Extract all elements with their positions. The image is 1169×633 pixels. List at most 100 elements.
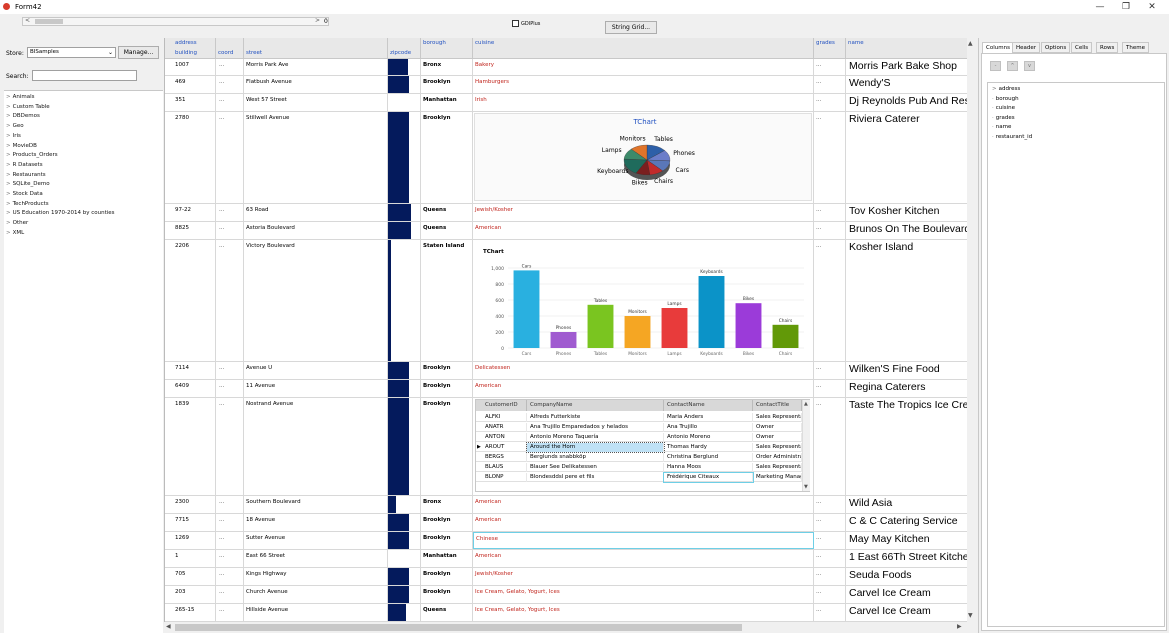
sub-grid-row[interactable]: BERGS Berglunds snabbköp Christina Berglun… (476, 453, 802, 462)
cell-building[interactable]: 1269 (165, 532, 216, 549)
scroll-up-arrow-icon[interactable]: ▲ (804, 401, 808, 407)
scroll-right-arrow-icon[interactable]: > (315, 17, 321, 24)
maximize-button[interactable]: ❐ (1121, 2, 1131, 12)
string-grid-button[interactable]: String Grid... (605, 21, 657, 34)
cell-cuisine[interactable]: Chinese (473, 532, 814, 549)
cell-building[interactable]: 8825 (165, 222, 216, 239)
cell-building[interactable]: 469 (165, 76, 216, 93)
sub-grid-row[interactable]: BLONP Blondesddsl pere et fils Frédérique … (476, 472, 802, 483)
cell-borough[interactable]: Queens (421, 604, 473, 621)
expand-icon[interactable]: > (6, 161, 11, 168)
cell-name[interactable]: Brunos On The Boulevard (849, 223, 968, 235)
cell-building[interactable]: 2206 (165, 240, 216, 361)
sub-grid-cell[interactable]: Antonio Moreno Taquería (527, 433, 664, 442)
sub-grid-cell[interactable]: Marketing Manager (753, 473, 802, 482)
cell-street[interactable]: Hillside Avenue (244, 604, 388, 621)
remove-column-button[interactable]: - (990, 61, 1001, 71)
table-row[interactable]: 2300... Southern Boulevard Bronx American..… (165, 496, 968, 514)
cell-grades[interactable]: ... (814, 568, 846, 585)
expand-icon[interactable]: > (6, 229, 11, 236)
cell-building[interactable]: 6409 (165, 380, 216, 397)
cell-name[interactable]: 1 East 66Th Street Kitchen (849, 551, 968, 563)
table-row[interactable]: 7715... 18 Avenue Brooklyn American... C & C… (165, 514, 968, 532)
cell-street[interactable]: Avenue U (244, 362, 388, 379)
tree-item[interactable]: > Restaurants (6, 172, 46, 178)
tab-rows[interactable]: Rows (1096, 42, 1119, 53)
sub-grid-row[interactable]: BLAUS Blauer See Delikatessen Hanna Moos Sa… (476, 463, 802, 472)
tree-item[interactable]: > Custom Table (6, 104, 50, 110)
cell-name[interactable]: Dj Reynolds Pub And Restaurant (849, 95, 968, 107)
cell-zipcode[interactable] (388, 240, 421, 361)
cell-name[interactable]: May May Kitchen (849, 533, 930, 545)
header-cuisine[interactable]: cuisine (473, 38, 814, 59)
minimize-button[interactable]: — (1095, 2, 1105, 12)
tree-item[interactable]: > TechProducts (6, 201, 49, 207)
tab-columns[interactable]: Columns (982, 42, 1014, 53)
cell-cuisine[interactable]: TChart Tables Phones Cars Chairs Bikes Keyboar… (473, 112, 814, 203)
tab-theme[interactable]: Theme (1122, 42, 1149, 53)
cell-grades[interactable]: ... (814, 362, 846, 379)
header-grades[interactable]: grades (814, 38, 846, 59)
tree-item[interactable]: > Stock Data (6, 191, 43, 197)
cell-building[interactable]: 7715 (165, 514, 216, 531)
cell-zipcode[interactable] (388, 550, 421, 567)
vertical-scrollbar[interactable]: ▲ ▼ (967, 38, 977, 622)
cell-street[interactable]: 11 Avenue (244, 380, 388, 397)
cell-street[interactable]: Nostrand Avenue (244, 398, 388, 495)
bar-chart[interactable]: TChart 0 200 400 600 800 1,000 Cars Cars Phones Ph… (474, 241, 812, 359)
cell-grades[interactable]: ... (814, 514, 846, 531)
table-row[interactable]: 705... Kings Highway Brooklyn Jewish/Kosher… (165, 568, 968, 586)
cell-borough[interactable]: Brooklyn (421, 568, 473, 585)
expand-icon[interactable]: > (6, 210, 11, 217)
sub-grid-cell[interactable]: Sales Representative (753, 443, 802, 452)
tree-item[interactable]: > R Datasets (6, 162, 43, 168)
cell-street[interactable]: 63 Road (244, 204, 388, 221)
cell-coord[interactable]: ... (216, 76, 244, 93)
expand-icon[interactable]: > (6, 171, 11, 178)
cell-zipcode[interactable] (388, 222, 421, 239)
sub-grid-row[interactable]: ANTON Antonio Moreno Taquería Antonio More… (476, 433, 802, 442)
tree-item[interactable]: > MovieDB (6, 143, 37, 149)
cell-cuisine[interactable]: Bakery (473, 59, 814, 75)
cell-cuisine[interactable]: TChart 0 200 400 600 800 1,000 Cars Cars Phones Ph… (473, 240, 814, 361)
cell-zipcode[interactable] (388, 112, 421, 203)
expand-icon[interactable]: > (6, 200, 11, 207)
cell-building[interactable]: 203 (165, 586, 216, 603)
sub-grid-cell[interactable]: ANATR (476, 423, 527, 432)
cell-zipcode[interactable] (388, 398, 421, 495)
sub-grid-header[interactable]: ContactTitle (753, 400, 802, 411)
bar[interactable] (513, 270, 540, 348)
bar[interactable] (661, 308, 688, 348)
tree-item[interactable]: > Products_Orders (6, 152, 58, 158)
cell-cuisine[interactable]: American (473, 222, 814, 239)
sub-grid-cell[interactable]: Antonio Moreno (664, 433, 753, 442)
cell-cuisine[interactable]: CustomerID CompanyName ContactName ContactT… (473, 398, 814, 495)
sub-grid-cell[interactable]: ALFKI (476, 413, 527, 422)
cell-borough[interactable]: Queens (421, 204, 473, 221)
expand-icon[interactable]: > (6, 113, 11, 120)
cell-grades[interactable]: ... (814, 532, 846, 549)
bar[interactable] (698, 276, 725, 348)
cell-coord[interactable]: ... (216, 380, 244, 397)
cell-street[interactable]: Church Avenue (244, 586, 388, 603)
cell-building[interactable]: 2300 (165, 496, 216, 513)
bar[interactable] (772, 324, 799, 348)
cell-name[interactable]: Carvel Ice Cream (849, 587, 931, 599)
cell-cuisine[interactable]: Ice Cream, Gelato, Yogurt, Ices (473, 604, 814, 621)
expand-icon[interactable]: > (6, 152, 11, 159)
header-street[interactable]: street (244, 38, 388, 59)
cell-borough[interactable]: Brooklyn (421, 514, 473, 531)
cell-name[interactable]: Carvel Ice Cream (849, 605, 931, 617)
cell-coord[interactable]: ... (216, 240, 244, 361)
cell-coord[interactable]: ... (216, 550, 244, 567)
expand-icon[interactable]: > (992, 86, 997, 92)
scroll-left-arrow-icon[interactable]: < (25, 17, 31, 24)
table-row[interactable]: 469... Flatbush Avenue Brooklyn Hamburgers.… (165, 76, 968, 94)
cell-coord[interactable]: ... (216, 532, 244, 549)
cell-name[interactable]: Wilken'S Fine Food (849, 363, 940, 375)
column-tree-item[interactable]: · borough (992, 96, 1019, 102)
cell-coord[interactable]: ... (216, 362, 244, 379)
sub-grid-cell[interactable]: Thomas Hardy (664, 443, 753, 452)
cell-grades[interactable]: ... (814, 222, 846, 239)
tab-header[interactable]: Header (1012, 42, 1041, 53)
